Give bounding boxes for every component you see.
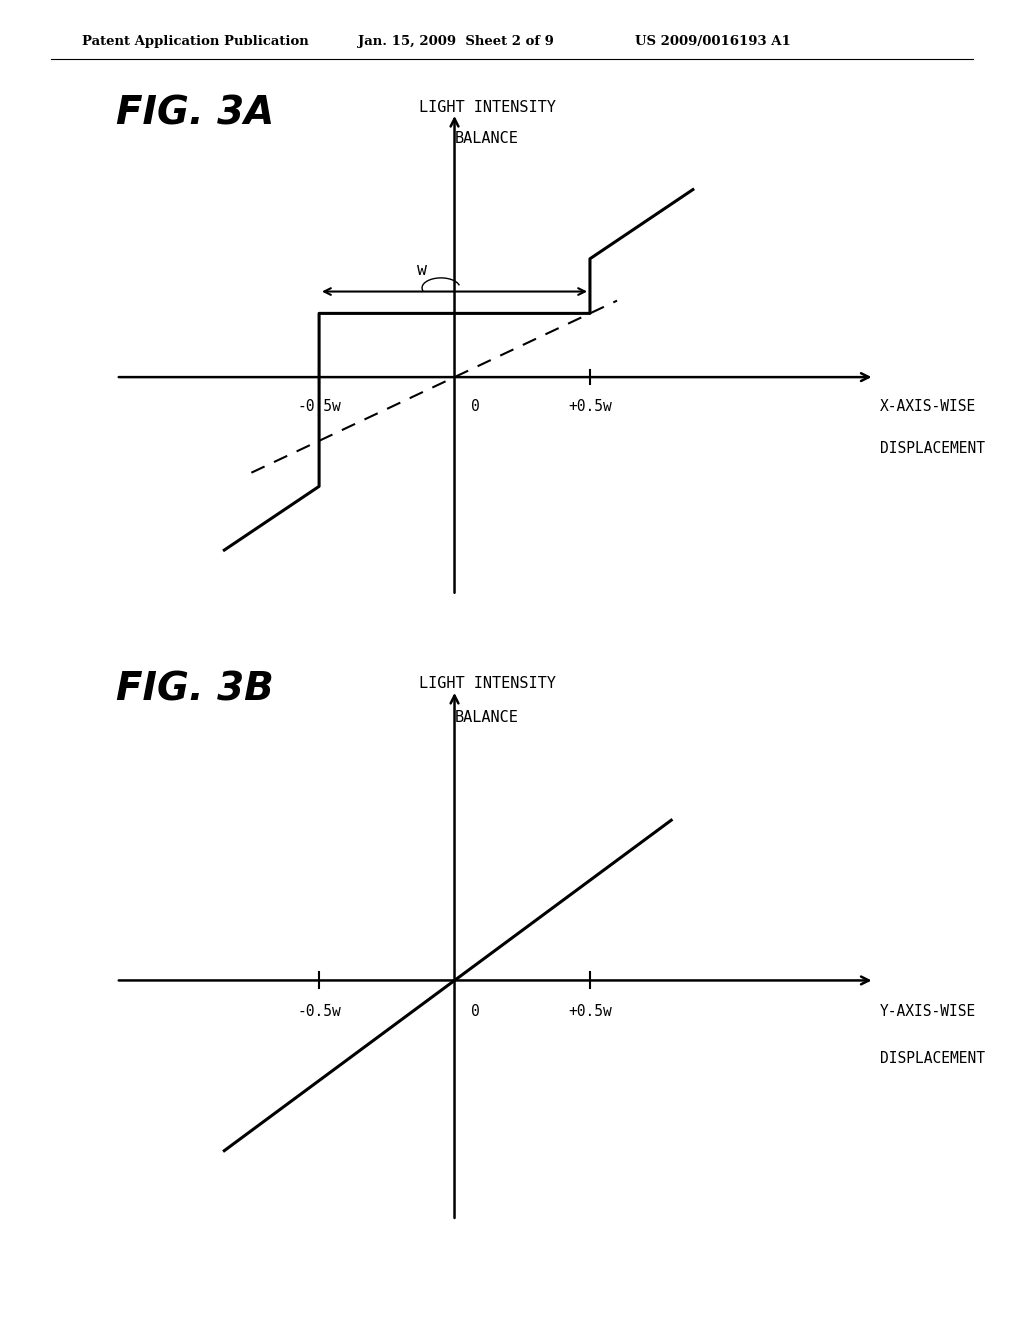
Text: -0.5w: -0.5w bbox=[297, 399, 341, 414]
Text: BALANCE: BALANCE bbox=[455, 710, 519, 725]
Text: X-AXIS-WISE: X-AXIS-WISE bbox=[880, 399, 976, 414]
Text: FIG. 3A: FIG. 3A bbox=[116, 95, 274, 133]
Text: +0.5w: +0.5w bbox=[568, 399, 611, 414]
Text: Patent Application Publication: Patent Application Publication bbox=[82, 34, 308, 48]
Text: Jan. 15, 2009  Sheet 2 of 9: Jan. 15, 2009 Sheet 2 of 9 bbox=[358, 34, 554, 48]
Text: DISPLACEMENT: DISPLACEMENT bbox=[880, 1051, 985, 1065]
Text: US 2009/0016193 A1: US 2009/0016193 A1 bbox=[635, 34, 791, 48]
Text: +0.5w: +0.5w bbox=[568, 1005, 611, 1019]
Text: BALANCE: BALANCE bbox=[455, 131, 519, 147]
Text: -0.5w: -0.5w bbox=[297, 1005, 341, 1019]
Text: w: w bbox=[417, 261, 427, 279]
Text: LIGHT INTENSITY: LIGHT INTENSITY bbox=[419, 676, 555, 692]
Text: DISPLACEMENT: DISPLACEMENT bbox=[880, 441, 985, 455]
Text: FIG. 3B: FIG. 3B bbox=[116, 671, 273, 708]
Text: Y-AXIS-WISE: Y-AXIS-WISE bbox=[880, 1005, 976, 1019]
Text: LIGHT INTENSITY: LIGHT INTENSITY bbox=[419, 100, 555, 115]
Text: 0: 0 bbox=[471, 399, 479, 414]
Text: 0: 0 bbox=[471, 1005, 479, 1019]
